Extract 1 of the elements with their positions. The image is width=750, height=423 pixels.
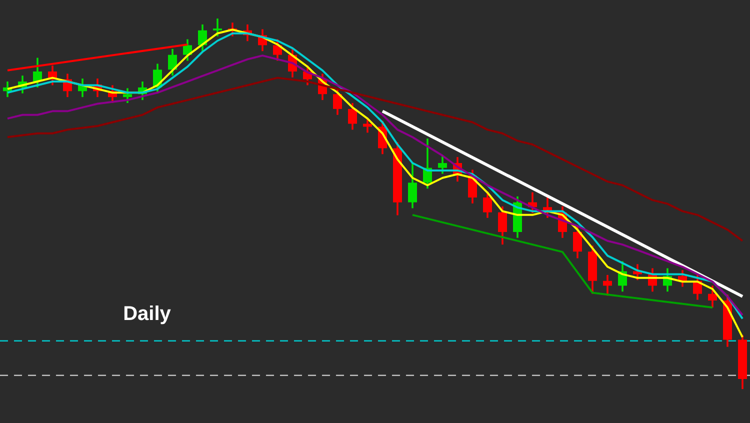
- annotation: Daily: [123, 303, 172, 325]
